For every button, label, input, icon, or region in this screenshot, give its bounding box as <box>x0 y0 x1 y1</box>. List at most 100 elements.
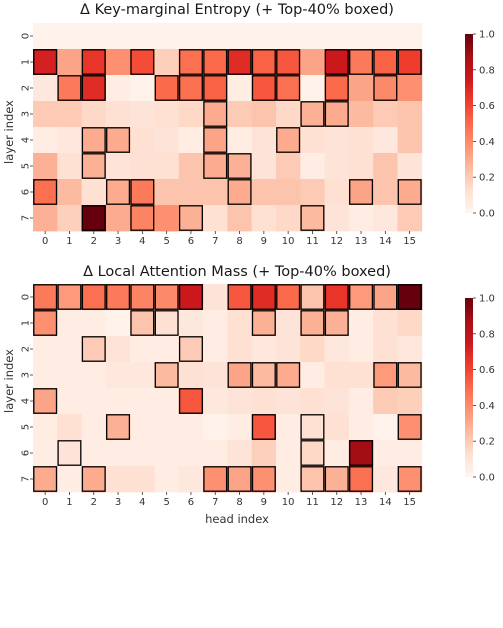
heatmap-cell-l3-h10 <box>276 362 301 389</box>
heatmap-cell-l3-h0 <box>33 101 58 128</box>
top-40-box-l6-h1 <box>57 440 82 466</box>
heatmap-cell-l6-h10 <box>276 440 301 467</box>
heatmap-cell-l1-h15 <box>397 310 423 337</box>
heatmap-cell-l0-h8 <box>227 23 253 50</box>
y-tick-label: 3 <box>21 111 32 117</box>
heatmap-cell-l2-h4 <box>130 336 155 363</box>
heatmap-cell-l0-h13 <box>348 23 374 50</box>
heatmap-cell-l7-h12 <box>324 205 350 232</box>
heatmap-cell-l1-h2 <box>81 49 107 76</box>
heatmap-cell-l7-h2 <box>81 205 107 232</box>
top-40-box-l0-h8 <box>227 284 252 310</box>
heatmap-cell-l6-h5 <box>154 179 180 206</box>
heatmap-cell-l7-h6 <box>178 466 204 493</box>
heatmap-cell-l6-h7 <box>203 179 228 206</box>
heatmap-cell-l6-h15 <box>397 440 423 467</box>
heatmap-cell-l0-h3 <box>105 23 131 50</box>
top-40-box-l0-h0 <box>33 284 58 310</box>
heatmap-cell-l3-h4 <box>130 101 155 128</box>
heatmap-cell-l1-h15 <box>397 49 423 76</box>
heatmap-cell-l1-h3 <box>105 49 131 76</box>
top-40-box-l5-h9 <box>251 414 276 440</box>
top-40-box-l1-h14 <box>373 49 398 75</box>
top-40-box-l4-h2 <box>81 127 106 153</box>
heatmap-cell-l6-h8 <box>227 440 253 467</box>
heatmap-cell-l7-h12 <box>324 466 350 493</box>
y-tick-label: 0 <box>21 294 32 300</box>
heatmap-cell-l2-h0 <box>33 75 58 102</box>
y-tick-label: 1 <box>21 59 32 65</box>
top-40-box-l0-h14 <box>373 284 398 310</box>
heatmap-cell-l5-h14 <box>373 414 398 441</box>
heatmap-panel-local-attention-mass: Δ Local Attention Mass (+ Top-40% boxed)… <box>2 264 495 526</box>
heatmap-cell-l4-h4 <box>130 127 155 154</box>
y-tick-label: 6 <box>21 450 32 456</box>
x-tick-labels: 0 1 2 3 4 5 6 7 8 9 10 11 12 13 14 15 <box>42 492 416 508</box>
heatmap-cell-l5-h3 <box>105 153 131 180</box>
y-axis-label: layer index <box>2 349 16 413</box>
heatmap-cell-l7-h13 <box>348 466 374 493</box>
heatmap-cell-l6-h11 <box>300 440 325 467</box>
top-40-box-l7-h9 <box>251 466 276 492</box>
colorbar: 0.0 0.2 0.4 0.6 0.8 1.0 <box>465 294 495 484</box>
heatmap-cell-l1-h1 <box>57 49 82 76</box>
colorbar-tick-label: 0.2 <box>479 437 495 448</box>
heatmap-cell-l4-h13 <box>348 388 374 415</box>
heatmap-cell-l0-h15 <box>397 23 423 50</box>
heatmap-cell-l1-h13 <box>348 310 374 337</box>
heatmap-cell-l2-h10 <box>276 75 301 102</box>
top-40-box-l7-h12 <box>324 466 349 492</box>
top-40-box-l2-h10 <box>276 75 301 101</box>
top-40-box-l0-h12 <box>324 284 349 310</box>
top-40-box-l0-h1 <box>57 284 82 310</box>
heatmap-cell-l2-h12 <box>324 336 350 363</box>
top-40-box-l0-h6 <box>178 284 203 310</box>
colorbar-tick-label: 0.4 <box>479 401 495 412</box>
heatmap-cell-l2-h6 <box>178 75 204 102</box>
colorbar-tick-label: 1.0 <box>479 294 495 305</box>
heatmap-cell-l3-h6 <box>178 362 204 389</box>
top-40-box-l0-h2 <box>81 284 106 310</box>
top-40-box-l3-h7 <box>203 101 228 127</box>
heatmap-cell-l2-h2 <box>81 336 107 363</box>
top-40-box-l2-h14 <box>373 75 398 101</box>
heatmap-cell-l4-h11 <box>300 127 325 154</box>
heatmap-cell-l0-h9 <box>251 23 277 50</box>
heatmap-cell-l4-h7 <box>203 388 228 415</box>
colorbar-tick-label: 0.0 <box>479 209 495 220</box>
heatmap-cell-l2-h0 <box>33 336 58 363</box>
top-40-box-l2-h9 <box>251 75 276 101</box>
top-40-box-l7-h13 <box>349 466 374 492</box>
heatmap-cell-l5-h11 <box>300 153 325 180</box>
heatmap-cell-l3-h10 <box>276 101 301 128</box>
colorbar-tick-label: 0.0 <box>479 473 495 484</box>
top-40-box-l2-h1 <box>57 75 82 101</box>
heatmap-cell-l3-h8 <box>227 362 253 389</box>
heatmap-cell-l6-h1 <box>57 179 82 206</box>
heatmap-cell-l0-h5 <box>154 284 180 311</box>
heatmap-cell-l3-h12 <box>324 362 350 389</box>
heatmap-cell-l3-h7 <box>203 362 228 389</box>
heatmap-cell-l0-h2 <box>81 23 107 50</box>
x-tick-label: 6 <box>188 497 194 508</box>
heatmap-cell-l0-h1 <box>57 284 82 311</box>
top-40-boxes <box>33 49 422 231</box>
heatmap-cell-l0-h13 <box>348 284 374 311</box>
top-40-box-l2-h12 <box>324 75 349 101</box>
top-40-box-l1-h10 <box>276 49 301 75</box>
heatmap-cell-l6-h2 <box>81 440 107 467</box>
heatmap-cell-l3-h3 <box>105 362 131 389</box>
heatmap-cell-l0-h14 <box>373 284 398 311</box>
heatmap-cell-l1-h10 <box>276 310 301 337</box>
heatmap-cell-l3-h1 <box>57 362 82 389</box>
heatmap-cell-l4-h5 <box>154 388 180 415</box>
heatmap-cell-l1-h12 <box>324 310 350 337</box>
x-tick-label: 14 <box>379 497 392 508</box>
heatmap-cell-l0-h4 <box>130 23 155 50</box>
x-tick-label: 15 <box>403 236 416 247</box>
top-40-box-l1-h5 <box>154 310 179 336</box>
heatmap-cell-l0-h0 <box>33 284 58 311</box>
heatmap-cell-l3-h13 <box>348 101 374 128</box>
top-40-box-l2-h6 <box>178 75 203 101</box>
top-40-box-l3-h10 <box>276 362 301 388</box>
